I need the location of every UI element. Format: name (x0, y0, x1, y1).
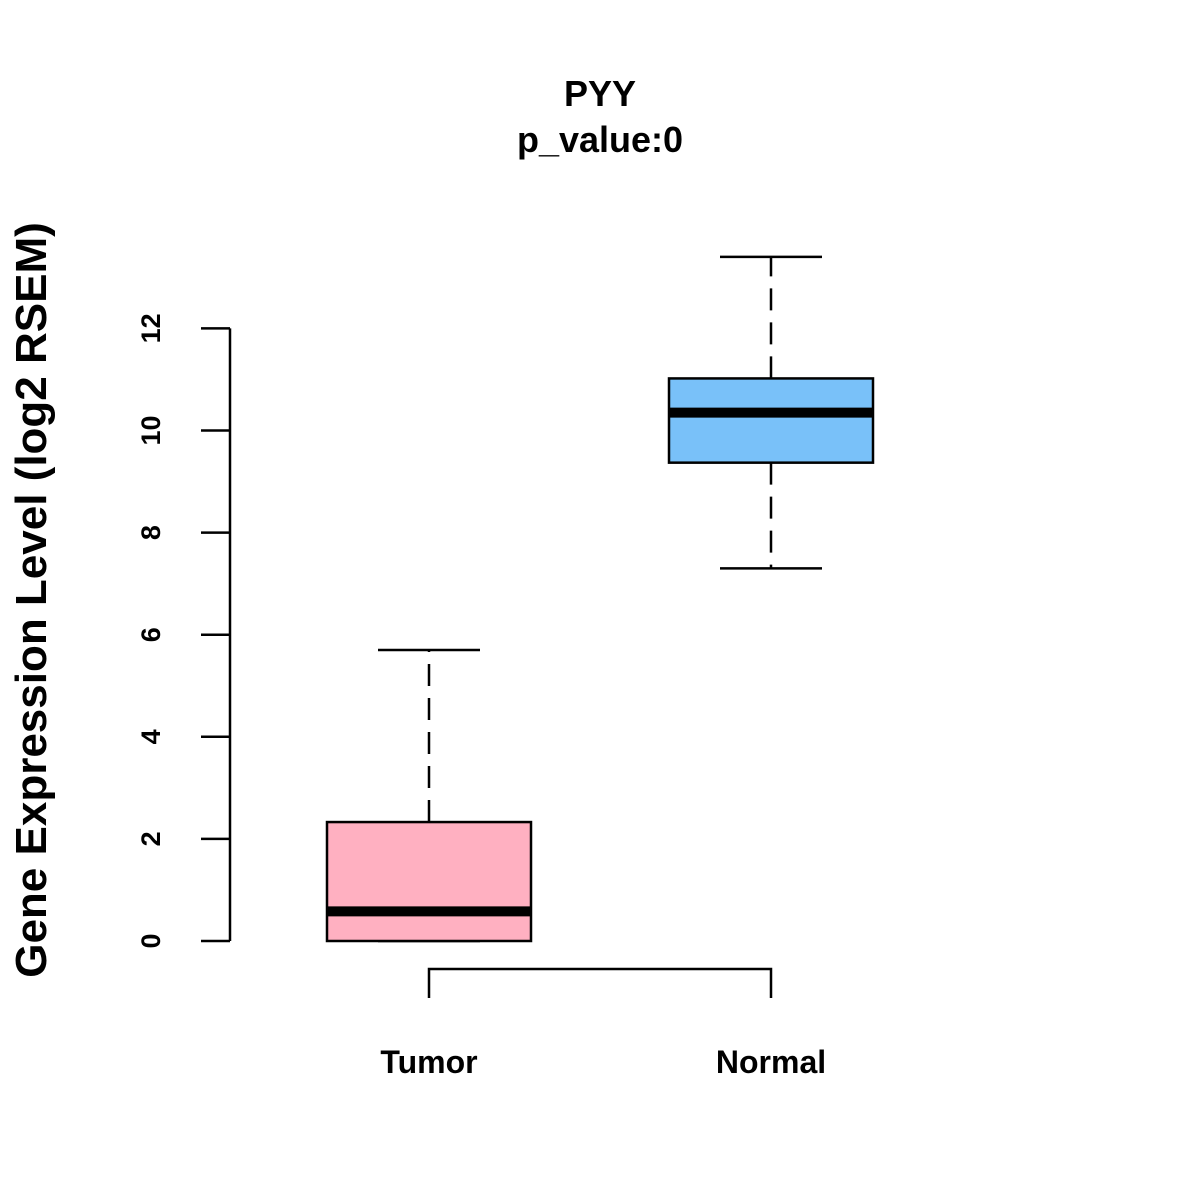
chart-title: PYY (564, 73, 636, 114)
box-normal (667, 255, 875, 570)
y-tick-label-6: 6 (136, 627, 166, 642)
y-tick-label-2: 2 (136, 831, 166, 846)
y-tick-label-0: 0 (136, 933, 166, 948)
x-label-normal: Normal (716, 1044, 826, 1080)
y-axis: 0 2 4 6 8 10 12 (136, 313, 232, 949)
y-axis-label: Gene Expression Level (log2 RSEM) (7, 222, 56, 978)
y-tick-label-10: 10 (136, 415, 166, 445)
iqr-box-tumor (325, 820, 533, 943)
y-tick-label-4: 4 (136, 729, 166, 744)
chart-subtitle: p_value:0 (517, 119, 683, 160)
x-label-tumor: Tumor (380, 1044, 477, 1080)
boxes (325, 255, 875, 943)
iqr-box-normal (667, 377, 875, 464)
x-axis-bracket (427, 967, 773, 998)
y-tick-label-8: 8 (136, 525, 166, 540)
box-tumor (325, 648, 533, 943)
x-axis-labels: Tumor Normal (380, 1044, 826, 1080)
group-bracket (427, 967, 773, 998)
y-tick-label-12: 12 (136, 313, 166, 343)
